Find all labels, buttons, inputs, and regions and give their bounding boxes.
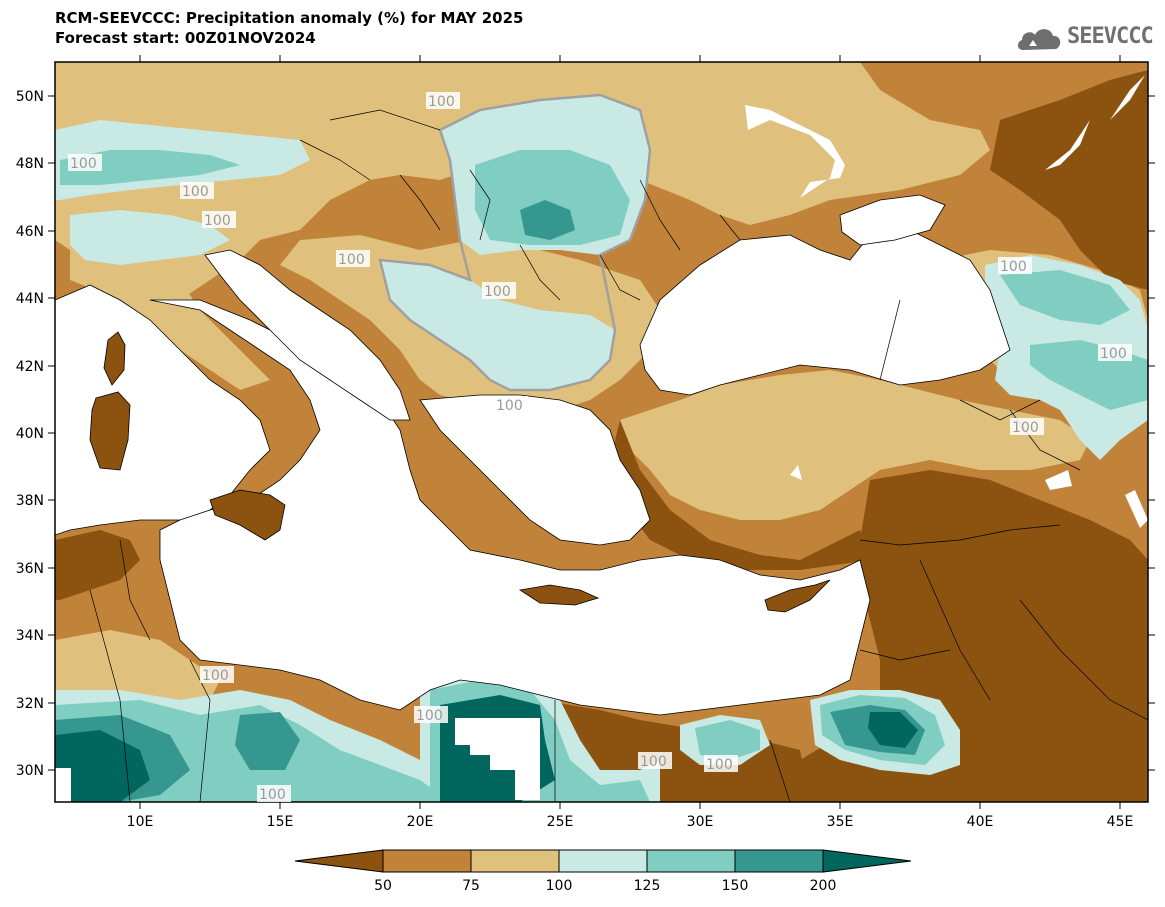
island-cyprus <box>764 579 831 613</box>
contour-label: 100 <box>1000 259 1027 275</box>
lon-label-15e: 15E <box>267 814 294 830</box>
anomaly-band-nile-teal <box>695 720 760 760</box>
legend-label-50: 50 <box>374 878 392 894</box>
contour-line-100 <box>378 93 652 392</box>
contour-label: 100 <box>706 757 733 773</box>
lat-label-46n: 46N <box>16 224 44 240</box>
contour-label: 100 <box>1100 346 1127 362</box>
contour-label: 100 <box>1012 420 1039 436</box>
legend-label-150: 150 <box>722 878 749 894</box>
lon-axis: 10E 15E 20E 25E 30E 35E 40E 45E <box>127 55 1134 830</box>
contour-label: 100 <box>70 156 97 172</box>
legend-bin-50-75 <box>382 849 472 873</box>
anomaly-band-caucasus-teal <box>1000 270 1130 325</box>
anomaly-band-alps-teal <box>60 150 240 185</box>
country-borders <box>89 109 1148 802</box>
anomaly-band-carpathian-darkteal <box>520 200 575 240</box>
lat-label-48n: 48N <box>16 156 44 172</box>
lat-label-32n: 32N <box>16 696 44 712</box>
sea-azov <box>839 194 946 246</box>
color-legend: 50 75 100 125 150 200 <box>294 849 912 894</box>
map-frame <box>54 61 1149 803</box>
anomaly-band-east-dark <box>990 70 1148 290</box>
lat-label-50n: 50N <box>16 89 44 105</box>
sea-adriatic <box>204 249 411 421</box>
anomaly-band-anatolia-coast-dark <box>610 420 870 570</box>
contour-label: 100 <box>496 398 523 414</box>
anomaly-band-jordan-deepteal <box>868 712 918 748</box>
lat-label-30n: 30N <box>16 763 44 779</box>
lat-label-42n: 42N <box>16 359 44 375</box>
contour-label: 100 <box>182 184 209 200</box>
contour-label: 100 <box>484 284 511 300</box>
lat-label-34n: 34N <box>16 628 44 644</box>
sea-black <box>639 224 1011 396</box>
legend-label-200: 200 <box>810 878 837 894</box>
lon-label-45e: 45E <box>1107 814 1134 830</box>
legend-bin-125-150 <box>646 849 736 873</box>
island-crete <box>518 584 600 606</box>
legend-bin-75-100 <box>470 849 560 873</box>
contour-label: 100 <box>259 787 286 803</box>
lat-axis: 50N 48N 46N 44N 42N 40N 38N 36N 34N 32N … <box>16 89 1155 779</box>
lon-label-25e: 25E <box>547 814 574 830</box>
anomaly-band-anatolia-tan <box>620 370 1090 520</box>
anomaly-band-danube-lightteal <box>380 260 615 390</box>
contour-label: 100 <box>202 668 229 684</box>
title-line-1: RCM-SEEVCCC: Precipitation anomaly (%) f… <box>55 9 524 27</box>
lat-label-44n: 44N <box>16 291 44 307</box>
lon-label-35e: 35E <box>827 814 854 830</box>
lon-label-30e: 30E <box>687 814 714 830</box>
cloud-icon <box>1017 29 1061 50</box>
missing-data-turkey <box>790 465 1148 528</box>
contour-label: 100 <box>640 754 667 770</box>
contour-label: 100 <box>428 94 455 110</box>
map-area <box>55 62 1148 802</box>
anomaly-band-sirte-darkteal <box>235 712 300 770</box>
missing-data-libya <box>455 718 540 800</box>
island-sardinia <box>89 391 131 471</box>
lat-label-36n: 36N <box>16 561 44 577</box>
contour-label: 100 <box>416 708 443 724</box>
lon-label-20e: 20E <box>407 814 434 830</box>
missing-data-ukraine <box>745 105 845 198</box>
title-line-2: Forecast start: 00Z01NOV2024 <box>55 29 316 47</box>
lat-label-40n: 40N <box>16 426 44 442</box>
map-title: RCM-SEEVCCC: Precipitation anomaly (%) f… <box>55 8 524 48</box>
legend-label-75: 75 <box>462 878 480 894</box>
legend-label-100: 100 <box>546 878 573 894</box>
seevccc-logo: SEEVCCC <box>1015 22 1155 56</box>
contour-label: 100 <box>204 213 231 229</box>
lon-label-40e: 40E <box>967 814 994 830</box>
anomaly-band-libya-deepteal <box>55 730 150 802</box>
missing-data-west <box>55 768 71 802</box>
island-corsica <box>103 331 126 386</box>
anomaly-band-italy-tan <box>70 250 270 390</box>
anomaly-band-carpathian-teal <box>475 150 630 245</box>
legend-bin-gt200 <box>822 849 912 873</box>
legend-bin-lt50 <box>294 849 384 873</box>
contour-label: 100 <box>338 252 365 268</box>
legend-label-125: 125 <box>634 878 661 894</box>
anomaly-band-po-lightteal <box>70 210 230 265</box>
anomaly-band-tunisia-dark <box>55 530 140 600</box>
logo-text: SEEVCCC <box>1067 24 1154 49</box>
island-sicily <box>209 489 286 541</box>
legend-bin-150-200 <box>734 849 824 873</box>
lat-label-38n: 38N <box>16 493 44 509</box>
legend-bin-100-125 <box>558 849 648 873</box>
contour-labels: 100 100 100 100 100 100 100 100 100 100 … <box>68 92 1132 803</box>
lon-label-10e: 10E <box>127 814 154 830</box>
